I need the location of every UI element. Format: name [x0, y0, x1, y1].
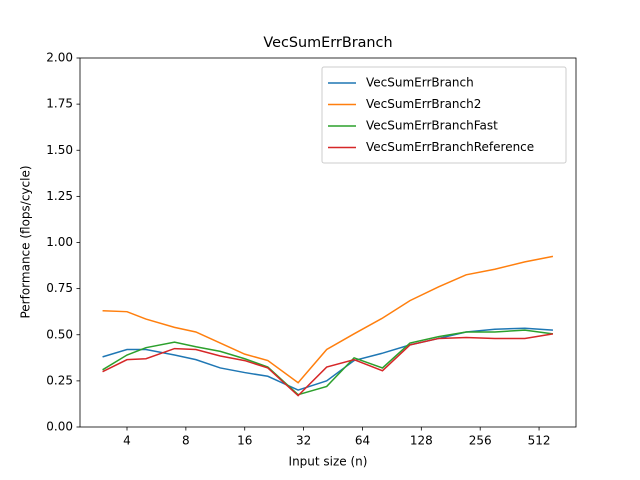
y-tick-label: 0.25: [46, 373, 73, 387]
legend-label: VecSumErrBranchReference: [366, 140, 534, 154]
x-tick-label: 512: [528, 434, 551, 448]
y-tick-label: 2.00: [46, 51, 73, 65]
y-tick-label: 0.00: [46, 420, 73, 434]
plot-frame: [79, 57, 577, 428]
x-tick-label: 4: [123, 434, 131, 448]
y-tick-label: 0.50: [46, 327, 73, 341]
legend-label: VecSumErrBranch: [366, 76, 474, 90]
legend-label: VecSumErrBranchFast: [366, 119, 498, 133]
x-axis-label: Input size (n): [289, 455, 368, 469]
y-tick-label: 0.75: [46, 281, 73, 295]
legend-label: VecSumErrBranch2: [366, 97, 481, 111]
x-tick-label: 16: [237, 434, 252, 448]
legend-box: [321, 66, 567, 164]
x-tick-label: 128: [410, 434, 433, 448]
x-tick-label: 64: [355, 434, 370, 448]
y-axis-label: Performance (flops/cycle): [19, 165, 33, 318]
y-tick-label: 1.75: [46, 97, 73, 111]
legend: VecSumErrBranch VecSumErrBranch2 VecSumErr…: [321, 66, 567, 164]
x-tick-label: 32: [296, 434, 311, 448]
series-line: [102, 329, 554, 396]
series-line: [102, 333, 554, 397]
x-tick-label: 8: [182, 434, 190, 448]
x-tick-label: 256: [469, 434, 492, 448]
series-line: [102, 255, 554, 384]
y-tick-label: 1.25: [46, 189, 73, 203]
chart-title: VecSumErrBranch: [263, 35, 392, 51]
y-tick-label: 1.00: [46, 235, 73, 249]
y-tick-label: 1.50: [46, 143, 73, 157]
